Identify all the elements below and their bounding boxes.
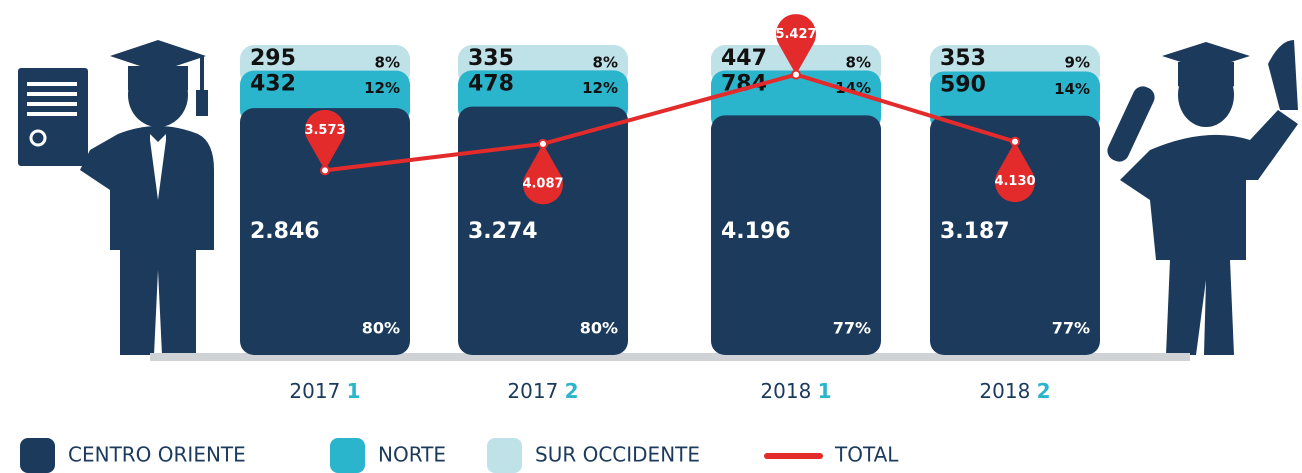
legend-swatch	[487, 438, 522, 473]
total-label: 5.427	[775, 27, 816, 42]
bar-segment	[711, 115, 881, 356]
x-tick-label: 2017 2	[507, 379, 578, 403]
share-label: 77%	[833, 319, 871, 338]
total-label: 4.130	[994, 174, 1035, 189]
legend-label: CENTRO ORIENTE	[68, 443, 246, 467]
share-label: 14%	[835, 79, 871, 97]
value-label: 447	[721, 46, 767, 71]
legend-label: SUR OCCIDENTE	[535, 443, 700, 467]
total-line	[324, 72, 1016, 173]
total-pin	[523, 143, 563, 205]
graduate-icon-right	[1107, 40, 1298, 355]
legend-label: TOTAL	[834, 443, 899, 467]
legend: CENTRO ORIENTE NORTE SUR OCCIDENTE TOTAL	[20, 438, 899, 473]
share-label: 80%	[580, 319, 618, 338]
share-label: 8%	[846, 54, 871, 72]
bar-segment	[458, 106, 628, 355]
share-label: 9%	[1065, 54, 1090, 72]
bar-segment	[240, 108, 410, 356]
value-label: 295	[250, 46, 296, 71]
share-label: 77%	[1052, 319, 1090, 338]
total-point	[320, 165, 330, 176]
total-point	[791, 69, 801, 80]
x-tick-label: 2018 1	[760, 379, 831, 403]
total-label: 4.087	[522, 176, 563, 191]
bar-segment	[930, 115, 1100, 356]
value-label: 335	[468, 46, 514, 71]
value-label: 432	[250, 72, 296, 97]
value-label: 3.274	[468, 219, 538, 244]
value-label: 4.196	[721, 219, 791, 244]
x-tick-label: 2018 2	[979, 379, 1050, 403]
share-label: 8%	[593, 54, 618, 72]
total-point	[1010, 136, 1020, 147]
legend-label: NORTE	[378, 443, 446, 467]
share-label: 80%	[362, 319, 400, 338]
value-label: 3.187	[940, 219, 1010, 244]
share-label: 8%	[375, 54, 400, 72]
total-pin	[305, 109, 345, 171]
legend-swatch	[330, 438, 365, 473]
share-label: 12%	[582, 79, 618, 97]
value-label: 353	[940, 46, 986, 71]
total-label: 3.573	[304, 123, 345, 138]
total-pin	[776, 14, 816, 75]
value-label: 2.846	[250, 219, 320, 244]
value-label: 478	[468, 71, 514, 96]
value-label: 590	[940, 72, 986, 97]
share-label: 14%	[1054, 80, 1090, 98]
share-label: 12%	[364, 79, 400, 97]
x-tick-label: 2017 1	[289, 379, 360, 403]
total-point	[538, 138, 548, 149]
legend-swatch	[20, 438, 55, 473]
graduate-icon-left	[18, 40, 214, 355]
total-pin	[995, 141, 1035, 203]
